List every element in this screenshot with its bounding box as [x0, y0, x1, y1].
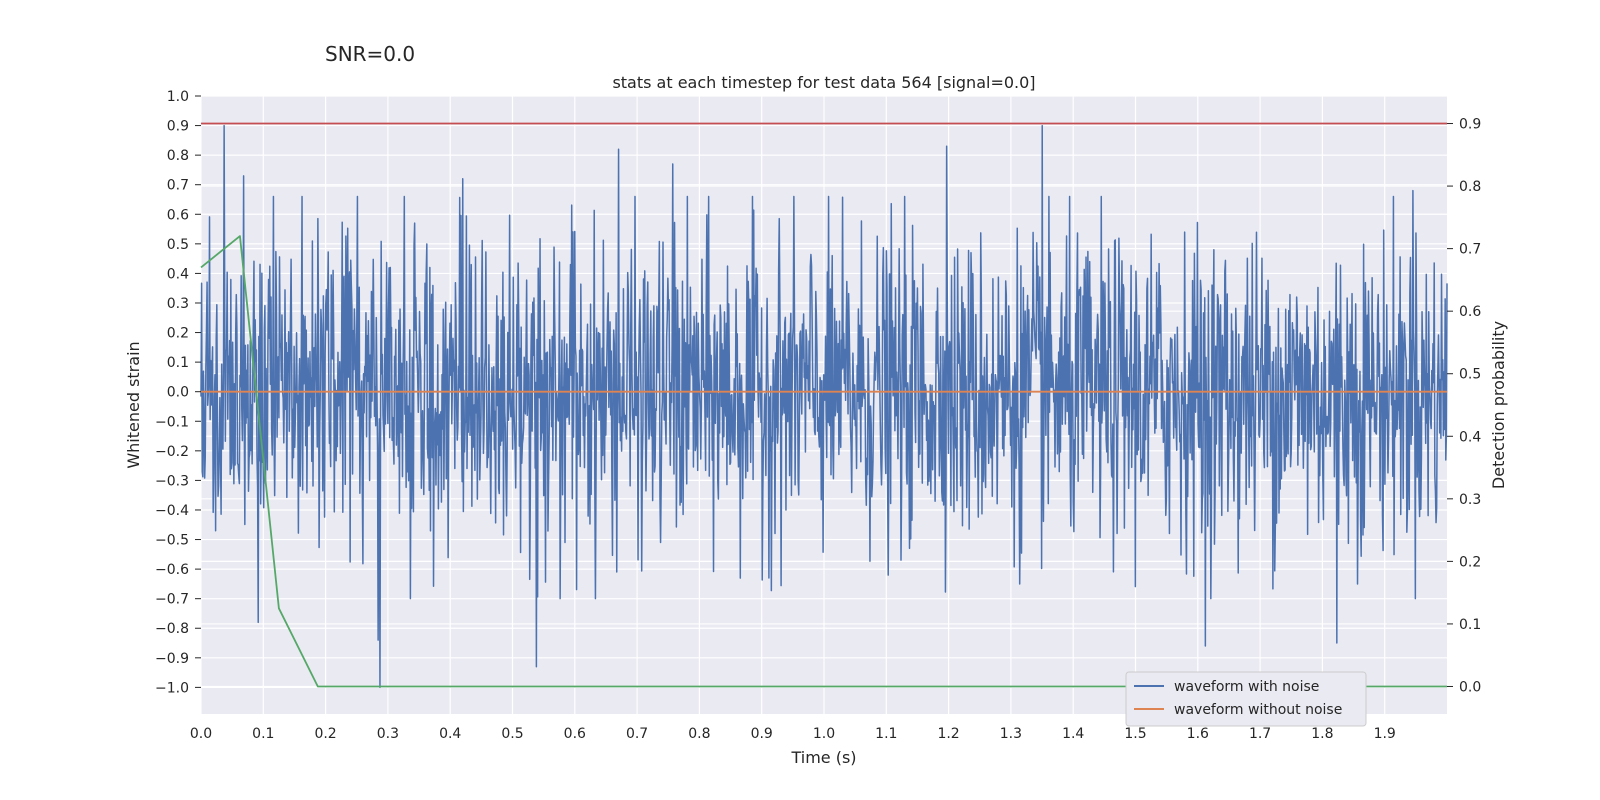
- series-line-2: [200, 235, 1447, 688]
- x-tick-label: 0.3: [377, 726, 399, 742]
- y2-axis-ticks: 0.9 0.8 0.7 0.6 0.5 0.4 0.3 0.2 0.1 0.0: [1447, 117, 1481, 695]
- y2-tick-label: 0.0: [1459, 679, 1481, 695]
- y-tick-label: −0.9: [155, 651, 189, 667]
- x-tick-label: 0.2: [314, 726, 336, 742]
- x-tick-label: 1.5: [1124, 726, 1146, 742]
- x-tick-label: 1.7: [1249, 726, 1271, 742]
- y-tick-label: 0.6: [167, 207, 189, 223]
- y-tick-label: −0.7: [155, 592, 189, 608]
- x-tick-label: 1.2: [937, 726, 959, 742]
- x-tick-label: 1.0: [813, 726, 835, 742]
- chart-title: stats at each timestep for test data 564…: [612, 73, 1035, 92]
- x-tick-label: 1.6: [1187, 726, 1209, 742]
- x-tick-label: 0.7: [626, 726, 648, 742]
- x-tick-label: 1.4: [1062, 726, 1084, 742]
- y2-tick-label: 0.9: [1459, 117, 1481, 133]
- x-tick-label: 0.8: [688, 726, 710, 742]
- y-tick-label: −0.6: [155, 562, 189, 578]
- y-tick-label: 0.2: [167, 326, 189, 342]
- y-axis-ticks: 1.0 0.9 0.8 0.7 0.6 0.5 0.4 0.3 0.2 0.1 0.0 −0.1 −0.…: [155, 89, 201, 696]
- legend-box: [1125, 671, 1367, 727]
- legend-label-waveform-with-noise: waveform with noise: [1174, 679, 1319, 695]
- y-tick-label: −0.3: [155, 473, 189, 489]
- y2-axis-label: Detection probability: [1489, 321, 1508, 489]
- y-tick-label: 0.7: [167, 178, 189, 194]
- y-tick-label: 0.4: [167, 266, 189, 282]
- y2-tick-label: 0.5: [1459, 367, 1481, 383]
- y2-tick-label: 0.4: [1459, 429, 1481, 445]
- y-tick-label: −0.8: [155, 621, 189, 637]
- y-tick-label: 0.0: [167, 385, 189, 401]
- legend: waveform with noise waveform without noi…: [1125, 671, 1367, 727]
- y2-tick-label: 0.1: [1459, 617, 1481, 633]
- x-tick-label: 0.1: [252, 726, 274, 742]
- y2-tick-label: 0.8: [1459, 179, 1481, 195]
- y-tick-label: 0.8: [167, 148, 189, 164]
- y-tick-label: −0.5: [155, 533, 189, 549]
- series-layer: [200, 122, 1448, 689]
- y-tick-label: −1.0: [155, 680, 189, 696]
- x-axis-ticks: 0.0 0.1 0.2 0.3 0.4 0.5 0.6 0.7 0.8 0.9 1.0 1.1 1.2 1…: [190, 726, 1396, 742]
- y-axis-label: Whitened strain: [124, 341, 143, 468]
- series-line-0: [200, 124, 1448, 689]
- y-tick-label: −0.2: [155, 444, 189, 460]
- x-tick-label: 0.9: [751, 726, 773, 742]
- x-tick-label: 0.0: [190, 726, 212, 742]
- y-tick-label: 0.5: [167, 237, 189, 253]
- y2-tick-label: 0.3: [1459, 492, 1481, 508]
- y-tick-label: −0.4: [155, 503, 189, 519]
- x-axis-label: Time (s): [790, 748, 856, 767]
- y-tick-label: 0.3: [167, 296, 189, 312]
- y-tick-label: −0.1: [155, 414, 189, 430]
- y2-tick-label: 0.2: [1459, 554, 1481, 570]
- x-tick-label: 0.5: [501, 726, 523, 742]
- y2-tick-label: 0.7: [1459, 242, 1481, 258]
- x-tick-label: 1.1: [875, 726, 897, 742]
- legend-label-waveform-without-noise: waveform without noise: [1174, 702, 1342, 718]
- y-tick-label: 0.9: [167, 119, 189, 135]
- y2-tick-label: 0.6: [1459, 304, 1481, 320]
- x-tick-label: 1.8: [1311, 726, 1333, 742]
- x-tick-label: 1.3: [1000, 726, 1022, 742]
- figure-suptitle: SNR=0.0: [325, 42, 415, 66]
- x-tick-label: 0.4: [439, 726, 461, 742]
- y-tick-label: 1.0: [167, 89, 189, 105]
- x-tick-label: 1.9: [1374, 726, 1396, 742]
- y-tick-label: 0.1: [167, 355, 189, 371]
- x-tick-label: 0.6: [564, 726, 586, 742]
